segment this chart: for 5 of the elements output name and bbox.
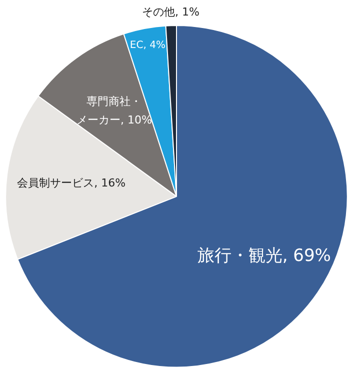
slice-label: 専門商社・メーカー, 10% (76, 94, 152, 127)
slice-label: EC, 4% (130, 40, 166, 51)
slice-label: その他, 1% (142, 5, 200, 18)
slice-label: 旅行・観光, 69% (197, 246, 331, 266)
slice-label: 会員制サービス, 16% (17, 176, 126, 190)
